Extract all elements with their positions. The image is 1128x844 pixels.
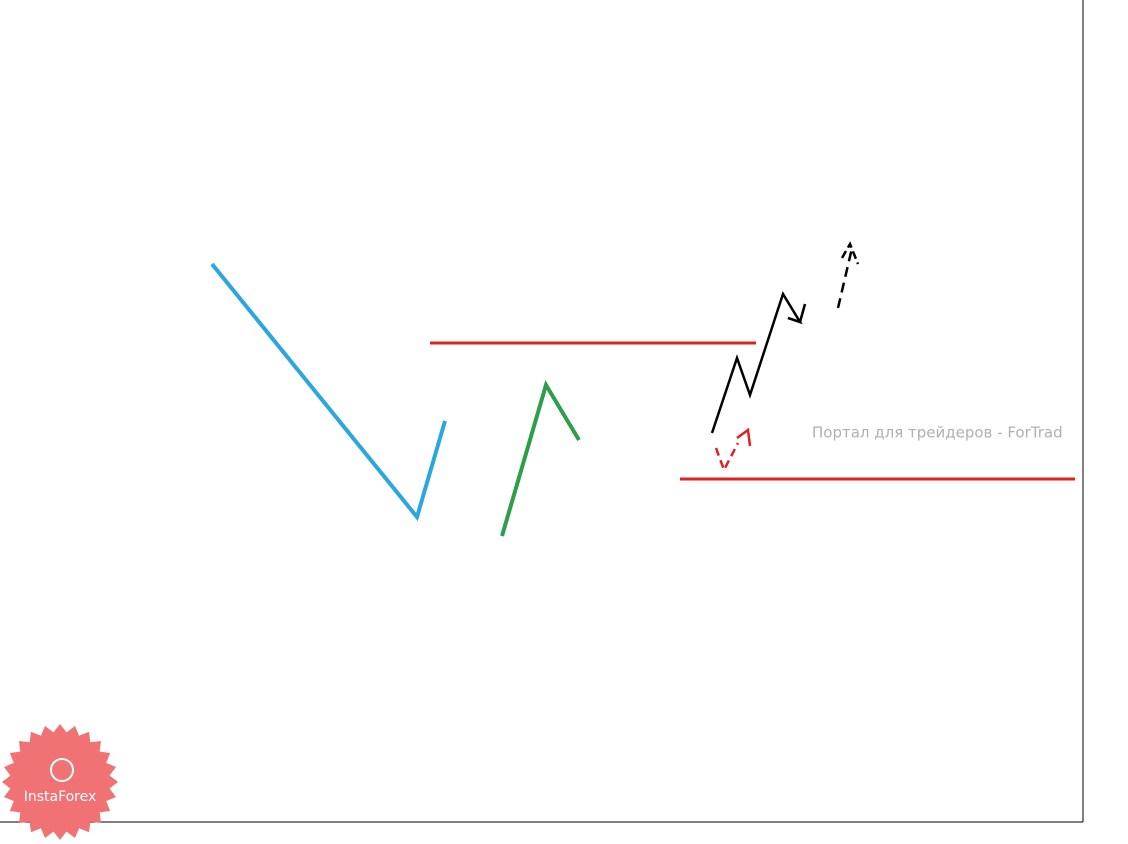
logo-icon — [50, 758, 74, 782]
blue-wave — [210, 262, 447, 522]
alt-path — [714, 442, 740, 474]
forecast-arrow — [787, 303, 807, 324]
alt-arrow — [736, 427, 752, 447]
annotations — [210, 241, 1075, 537]
forecast-dashed — [836, 247, 854, 309]
logo: InstaForex — [2, 724, 118, 840]
green-wave — [500, 380, 581, 537]
logo-badge — [2, 724, 118, 840]
logo-text: InstaForex — [24, 789, 97, 805]
watermark: Портал для трейдеров - ForTrad — [812, 424, 1063, 442]
forecast-dashed-arrow — [840, 241, 860, 265]
